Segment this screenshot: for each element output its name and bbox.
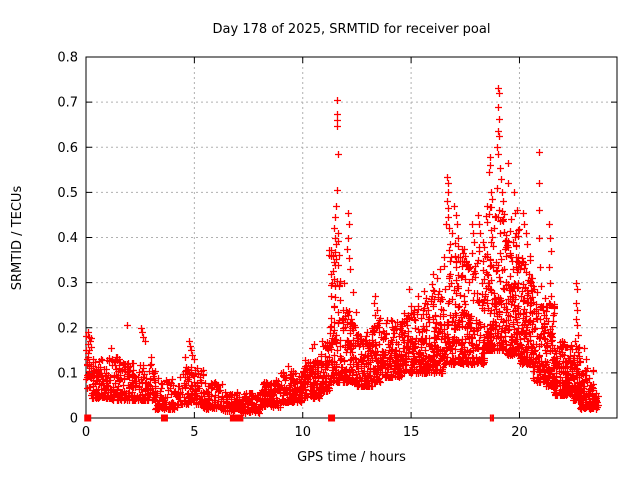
svg-text:0.5: 0.5 — [57, 186, 78, 201]
y-axis-label: SRMTID / TECUs — [10, 185, 25, 291]
data-points — [83, 85, 602, 417]
svg-text:10: 10 — [294, 425, 311, 440]
y-tick-labels: 0 0.1 0.2 0.3 0.4 0.5 0.6 0.7 0.8 — [57, 51, 78, 427]
x-tick-labels: 0 5 10 15 20 — [82, 425, 528, 440]
zero-markers — [84, 414, 495, 422]
svg-text:5: 5 — [190, 425, 198, 440]
svg-text:0: 0 — [70, 412, 78, 427]
svg-text:0.1: 0.1 — [57, 366, 78, 381]
svg-text:15: 15 — [403, 425, 420, 440]
svg-text:0.7: 0.7 — [57, 96, 78, 111]
x-axis-label: GPS time / hours — [297, 450, 406, 465]
svg-text:0.2: 0.2 — [57, 321, 78, 336]
svg-text:0.3: 0.3 — [57, 276, 78, 291]
svg-text:0.4: 0.4 — [57, 231, 78, 246]
svg-text:0.8: 0.8 — [57, 51, 78, 66]
chart-title: Day 178 of 2025, SRMTID for receiver poa… — [212, 22, 491, 37]
tick-marks — [85, 56, 617, 419]
svg-text:20: 20 — [511, 425, 528, 440]
svg-text:0.6: 0.6 — [57, 141, 78, 156]
svg-text:0: 0 — [82, 425, 90, 440]
